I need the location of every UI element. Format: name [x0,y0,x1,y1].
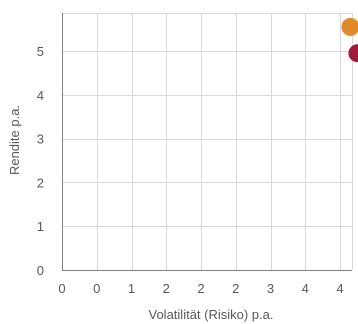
x-tick-label: 2 [197,281,204,296]
data-points [341,17,358,63]
x-tick-label: 2 [232,281,239,296]
grid [62,13,353,270]
x-tick-label: 1 [128,281,135,296]
y-tick-label: 1 [37,219,44,234]
y-tick-label: 3 [37,132,44,147]
y-axis-title: Rendite p.a. [7,105,22,175]
x-tick-label: 4 [336,281,343,296]
x-tick-label: 0 [58,281,65,296]
scatter-point [348,44,358,63]
x-tick-label: 2 [163,281,170,296]
x-tick-label: 0 [93,281,100,296]
x-axis-title: Volatilität (Risiko) p.a. [149,307,274,322]
scatter-point [341,17,358,36]
x-tick-label: 4 [302,281,309,296]
y-tick-label: 4 [37,88,44,103]
y-tick-label: 2 [37,175,44,190]
y-tick-label: 0 [37,263,44,278]
y-tick-labels: 0 1 2 3 4 5 [37,44,44,278]
x-tick-label: 3 [267,281,274,296]
y-tick-label: 5 [37,44,44,59]
x-tick-labels: 0 0 1 2 2 2 3 4 4 [58,281,343,296]
axes [62,13,352,271]
